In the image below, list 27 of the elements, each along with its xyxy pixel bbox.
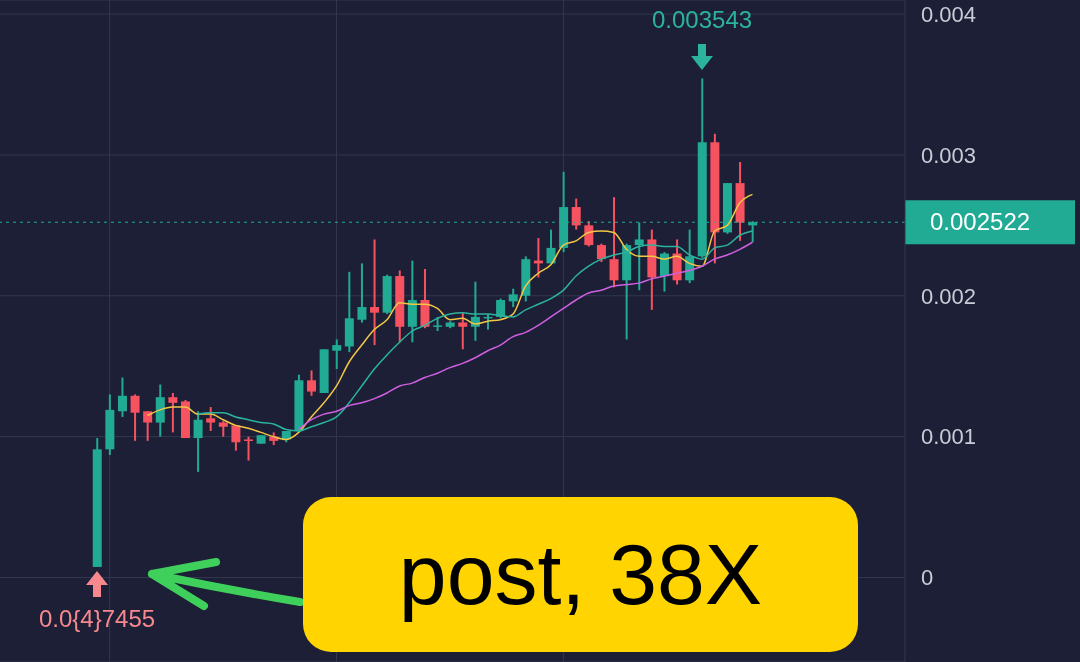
y-tick-label: 0.003 [921,142,977,168]
candlestick [231,424,241,452]
candlestick [307,369,317,397]
candlestick [143,410,153,442]
candlestick [130,393,140,442]
y-tick-label: 0 [921,565,934,591]
y-tick-label: 0.002 [921,283,977,309]
candlestick [332,338,342,371]
candlestick [206,406,216,432]
candlestick [496,297,506,320]
candlestick [458,311,468,351]
annotation: 0.003543 [651,6,754,35]
candlestick [357,262,367,324]
candlestick [117,376,127,418]
y-tick-label: 0.004 [921,1,977,27]
line-series [297,241,754,431]
candlestick [596,242,606,263]
candlestick [370,238,380,347]
candlestick [571,197,581,231]
y-tick-label: 0.001 [921,424,977,450]
annotation: 0.0{4}7455 [38,604,157,633]
annotation: post, 38X [303,497,858,652]
candlestick [508,287,518,309]
ref-line-label: 0.002522 [930,208,1031,236]
candlestick [584,220,594,248]
candlestick [244,435,254,462]
candlestick [168,391,178,434]
